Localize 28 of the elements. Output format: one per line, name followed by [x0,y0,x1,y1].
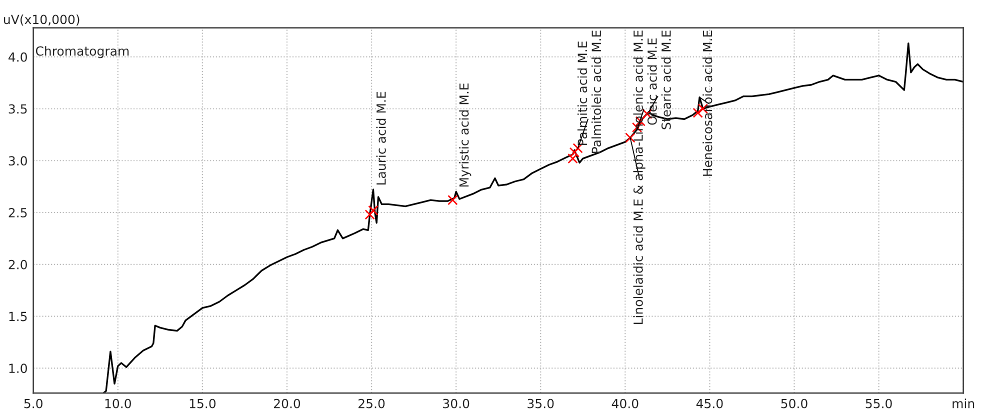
y-tick-label: 3.5 [8,104,27,114]
x-tick-label: 45.0 [696,398,723,408]
annotation: Palmitoleic acid M.E [591,30,602,153]
x-tick-label: 15.0 [190,398,216,408]
x-tick-label: 30.0 [443,398,470,408]
x-tick-label: 25.0 [358,398,385,408]
y-tick-label: 1.5 [9,312,27,322]
x-tick-label: 20.0 [274,398,300,408]
y-tick-label: 2.5 [8,208,27,218]
annotation: Myristic acid M.E [459,83,472,187]
x-tick-label: 40.0 [612,398,638,408]
x-tick-label: 50.0 [781,398,808,408]
x-tick-label: 10.0 [105,398,131,408]
text: Chromatogram [36,46,129,58]
y-tick-label: 4.0 [8,52,27,62]
x-tick-label: 35.0 [528,398,554,408]
y-tick-label: 2.0 [8,260,27,270]
annotation: Oleic acid M.E [647,38,657,125]
x-tick-label: 5.0 [24,398,42,408]
x-tick-label: min [952,398,974,408]
annotation: Stearic acid M.E [661,30,671,130]
y-tick-label: 3.0 [8,156,27,166]
annotation: Palmitic acid M.E [577,42,588,146]
x-tick-label: 55.0 [866,398,892,408]
y-tick-label: 1.0 [9,364,27,374]
annotation: Lauric acid M.E [376,92,386,184]
y-axis-title: uV(x10,000) [4,14,80,26]
annotation: Heneicosanoic acid M.E [702,30,712,176]
